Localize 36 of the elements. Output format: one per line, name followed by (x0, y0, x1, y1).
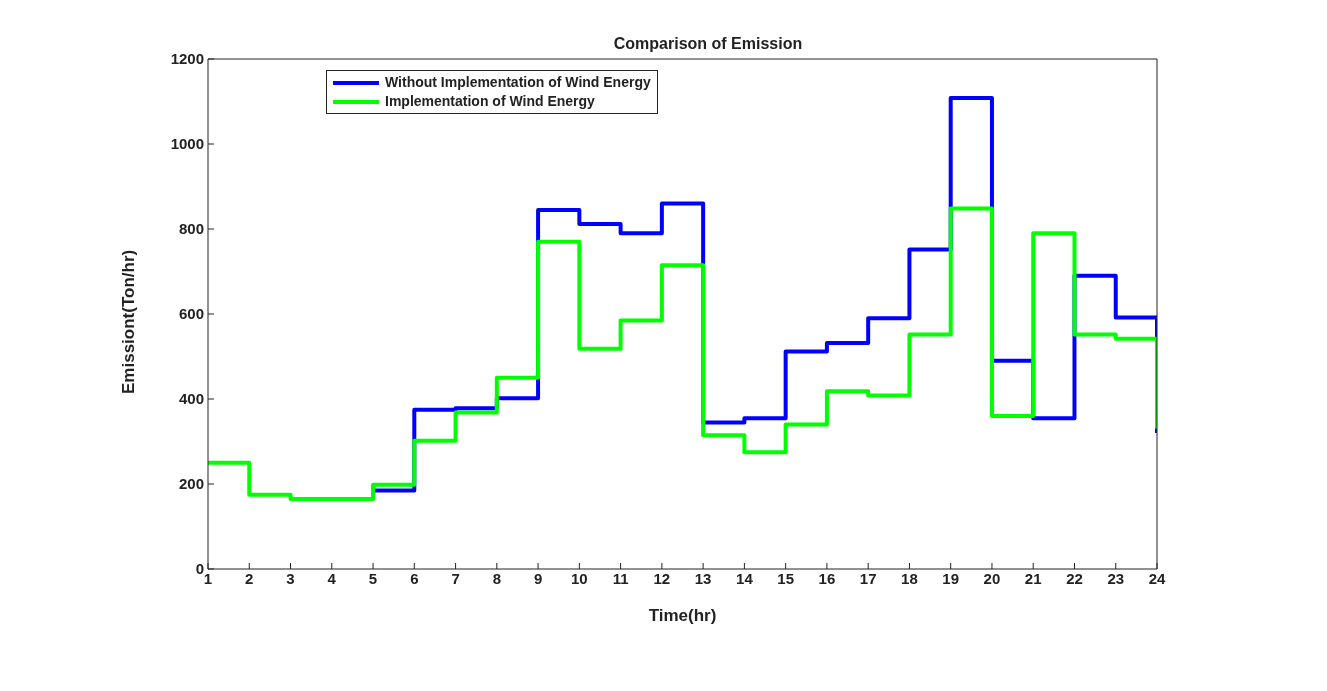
x-tick-label: 20 (983, 569, 1001, 587)
y-axis-title: Emissiont(Ton/hr) (119, 249, 139, 394)
x-tick-label: 4 (327, 569, 337, 587)
chart-title: Comparison of Emission (612, 35, 804, 53)
x-tick-label: 21 (1024, 569, 1042, 587)
x-tick-label: 23 (1107, 569, 1125, 587)
y-tick-label: 200 (178, 475, 204, 493)
x-tick-label: 11 (612, 569, 629, 587)
x-tick-label: 6 (410, 569, 419, 587)
x-tick-label: 14 (736, 569, 754, 587)
x-tick-label: 19 (942, 569, 960, 587)
y-tick-label: 800 (178, 220, 204, 238)
x-tick-label: 10 (571, 569, 588, 587)
y-tick-label: 1000 (170, 135, 204, 153)
y-tick-label: 600 (178, 305, 204, 323)
y-tick-label: 1200 (170, 50, 204, 68)
x-tick-label: 16 (818, 569, 836, 587)
x-axis-title: Time(hr) (648, 606, 717, 625)
x-tick-label: 9 (533, 569, 543, 587)
x-tick-label: 13 (694, 569, 712, 587)
x-tick-label: 3 (286, 569, 295, 587)
y-tick-label: 400 (178, 390, 204, 408)
x-tick-label: 17 (859, 569, 877, 587)
legend-label: Implementation of Wind Energy (385, 92, 595, 111)
x-tick-label: 5 (368, 569, 378, 587)
x-tick-label: 15 (777, 569, 794, 587)
x-tick-label: 7 (451, 569, 460, 587)
y-tick-label: 0 (195, 560, 204, 578)
x-tick-label: 24 (1148, 569, 1166, 587)
x-tick-label: 1 (203, 569, 213, 587)
x-tick-label: 18 (901, 569, 918, 587)
x-tick-label: 22 (1066, 569, 1083, 587)
legend-label: Without Implementation of Wind Energy (385, 73, 651, 92)
x-tick-label: 2 (245, 569, 254, 587)
x-tick-label: 8 (492, 569, 501, 587)
x-tick-label: 12 (653, 569, 671, 587)
